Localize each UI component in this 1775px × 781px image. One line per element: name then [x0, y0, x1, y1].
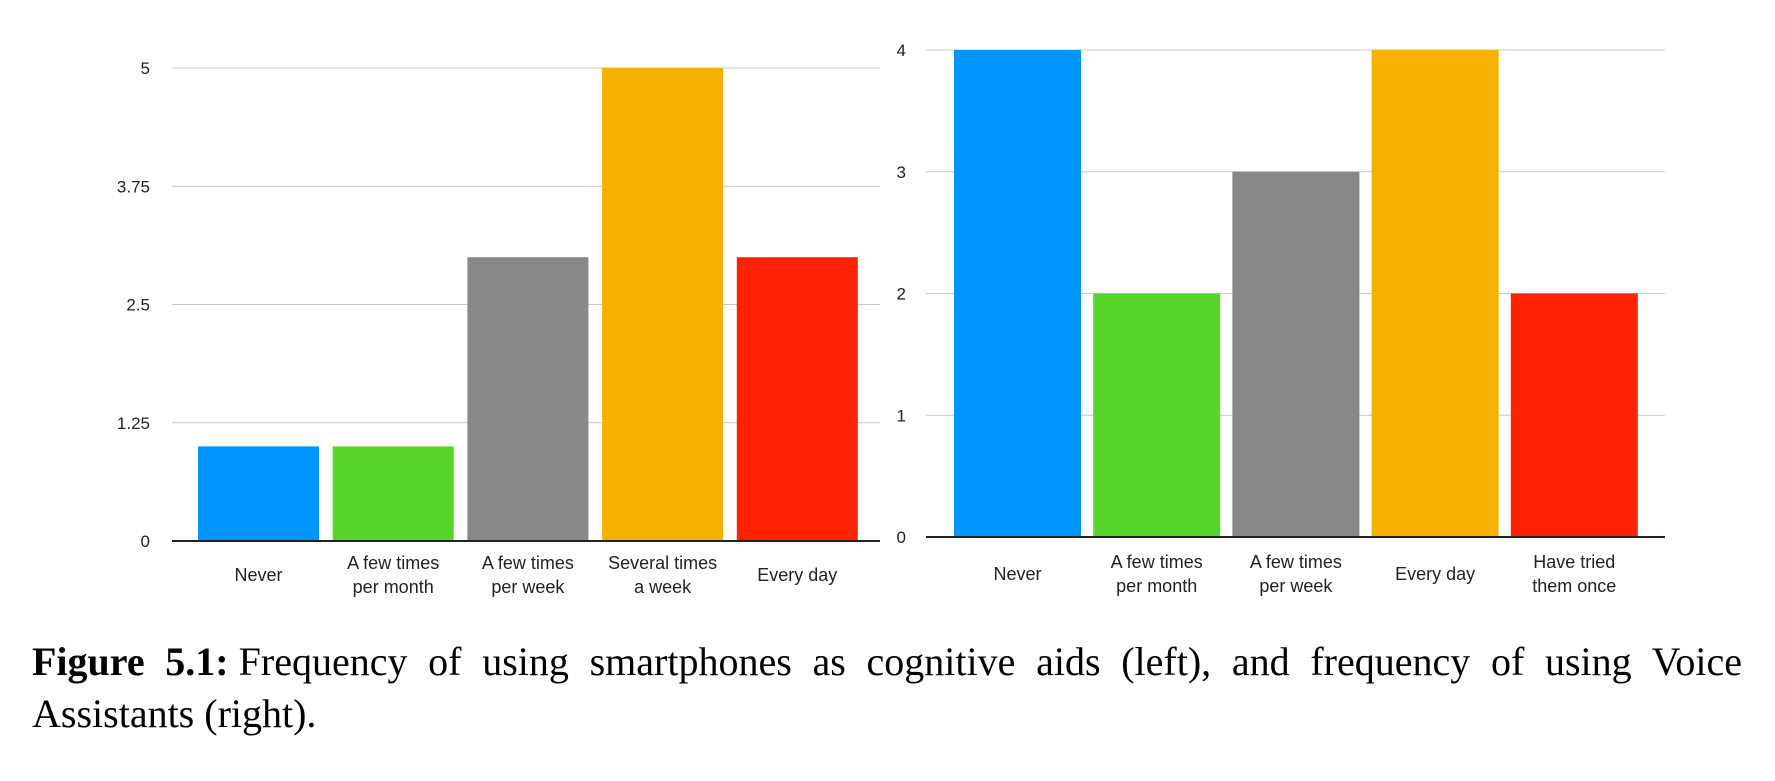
x-tick-label: a week — [634, 577, 692, 597]
x-tick-label: per week — [491, 577, 565, 597]
bar — [198, 446, 319, 541]
x-tick-label: them once — [1532, 576, 1616, 596]
x-tick-label: A few times — [482, 553, 574, 573]
chart-right: 0 1 2 3 4 Never A few times per month A few time… — [897, 41, 1665, 596]
figure-caption: Figure 5.1: Frequency of using smartphone… — [32, 636, 1742, 740]
x-tick-label: A few times — [1250, 552, 1342, 572]
chart-left: 0 1.25 2.5 3.75 5 Never A few times per month A … — [117, 59, 880, 597]
y-tick-label: 4 — [897, 41, 906, 60]
y-tick-label: 0 — [897, 528, 906, 547]
bar — [954, 50, 1081, 537]
y-tick-label: 5 — [141, 59, 150, 78]
x-tick-label: per month — [353, 577, 434, 597]
x-tick-label: Have tried — [1533, 552, 1615, 572]
bar — [467, 257, 589, 541]
y-tick-label: 1.25 — [117, 414, 150, 433]
bar — [332, 446, 454, 541]
bar — [1093, 293, 1221, 537]
y-tick-label: 3.75 — [117, 177, 150, 196]
caption-text: Frequency of using smartphones as cognit… — [32, 639, 1743, 736]
y-tick-label: 2 — [897, 285, 906, 304]
figure-label: Figure 5.1: — [32, 639, 229, 684]
bar — [1371, 50, 1499, 537]
bar — [736, 257, 858, 541]
charts-figure: 0 1.25 2.5 3.75 5 Never A few times per month A … — [117, 41, 1665, 597]
bar — [1232, 171, 1360, 537]
y-tick-label: 3 — [897, 163, 906, 182]
y-tick-label: 2.5 — [126, 296, 150, 315]
x-tick-label: per month — [1116, 576, 1197, 596]
bar — [602, 68, 724, 541]
y-tick-label: 1 — [897, 406, 906, 425]
x-tick-label: per week — [1259, 576, 1333, 596]
y-tick-label: 0 — [141, 532, 150, 551]
x-tick-label: Every day — [1395, 564, 1475, 584]
bar — [1510, 293, 1638, 537]
x-tick-label: Never — [993, 564, 1041, 584]
x-tick-label: Several times — [608, 553, 717, 573]
x-tick-label: Every day — [757, 565, 837, 585]
x-tick-label: A few times — [347, 553, 439, 573]
x-tick-label: Never — [234, 565, 282, 585]
x-tick-label: A few times — [1111, 552, 1203, 572]
